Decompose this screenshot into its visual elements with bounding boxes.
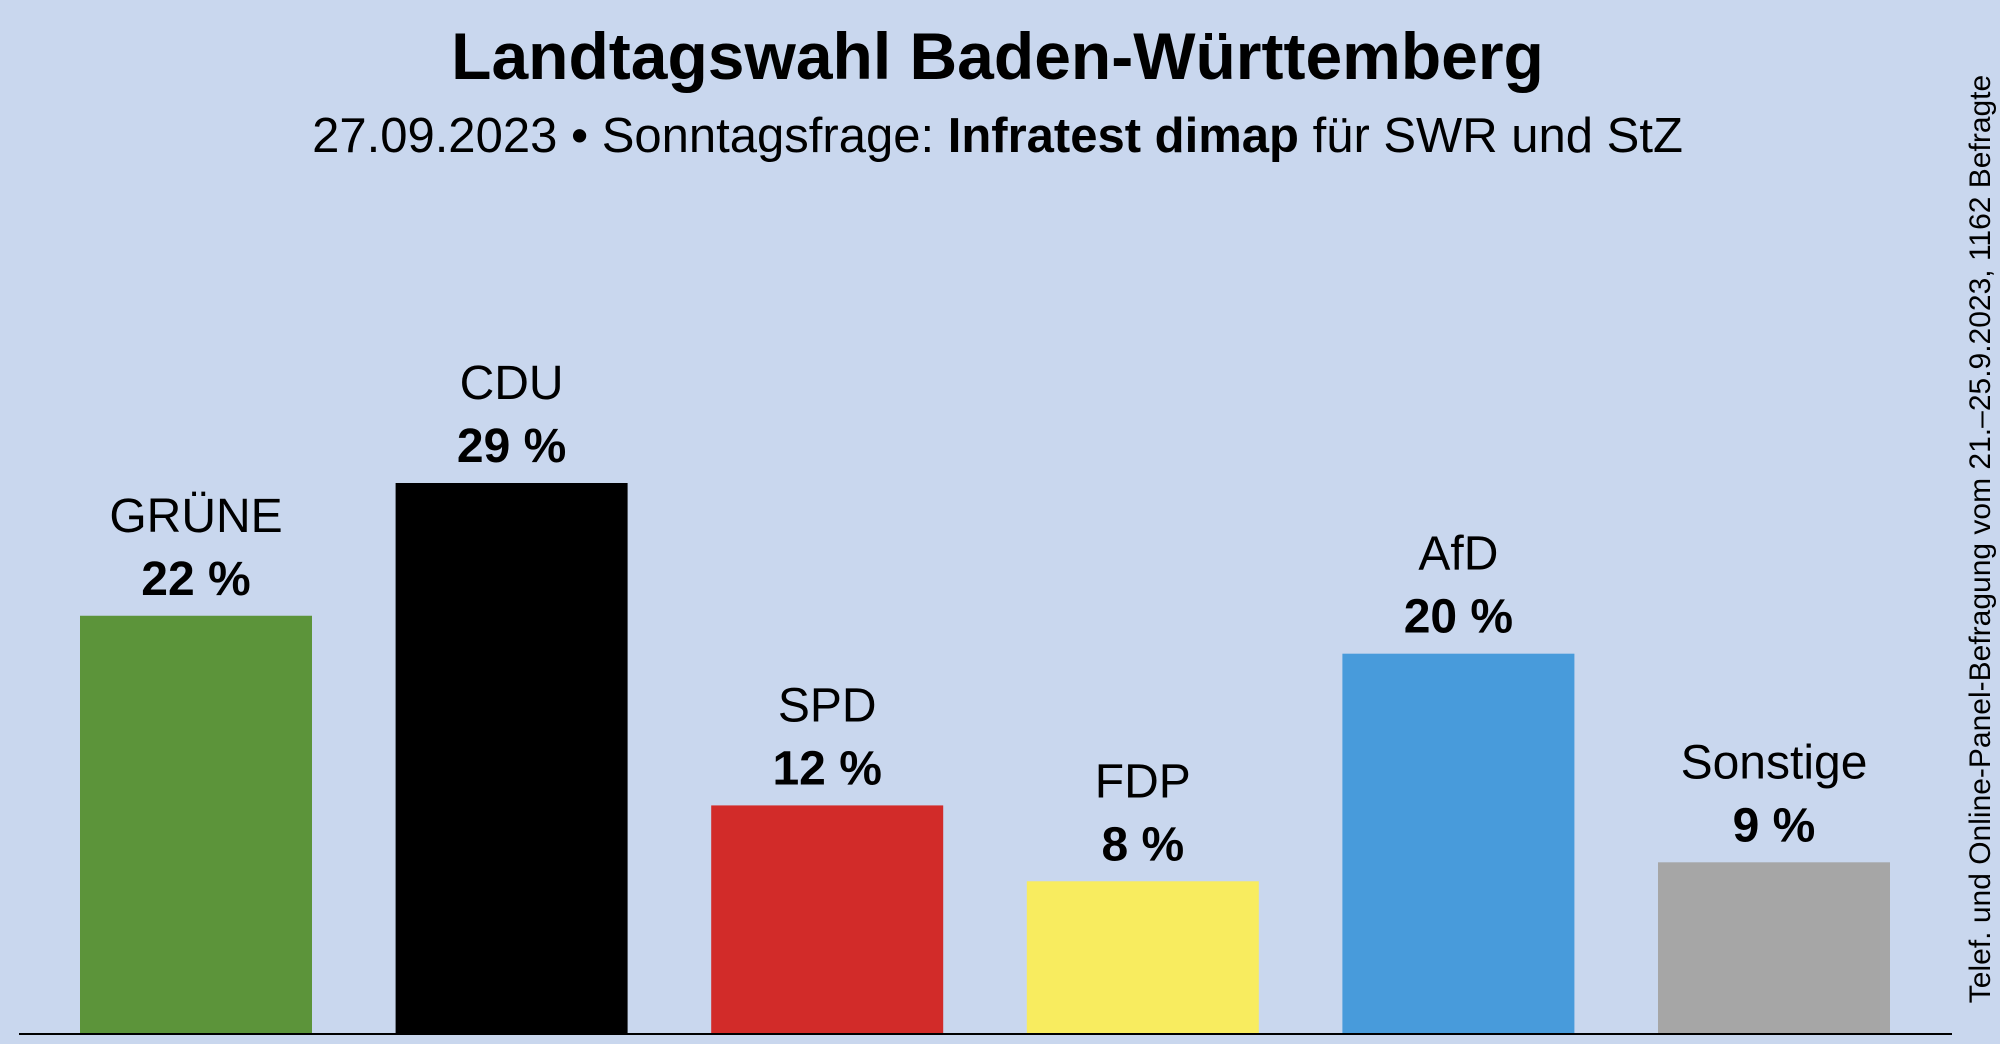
value-label: 9 %	[1733, 799, 1816, 852]
institute: Infratest dimap	[947, 109, 1299, 163]
value-label: 8 %	[1101, 818, 1184, 871]
value-label: 29 %	[457, 420, 566, 473]
chart-subtitle: 27.09.2023 • Sonntagsfrage: Infratest di…	[0, 108, 1995, 164]
bar-grüne	[80, 615, 312, 1033]
bar-afd	[1342, 653, 1575, 1033]
category-label: Sonstige	[1681, 736, 1868, 789]
category-label: SPD	[778, 679, 877, 732]
poll-label: Sonntagsfrage:	[601, 109, 935, 163]
poll-date: 27.09.2023	[312, 109, 558, 163]
bullet: •	[570, 109, 589, 163]
category-label: FDP	[1095, 755, 1191, 808]
value-label: 20 %	[1404, 591, 1513, 644]
chart-title: Landtagswahl Baden-Württemberg	[451, 19, 1544, 93]
value-label: 22 %	[141, 553, 250, 606]
bar-sonstige	[1658, 862, 1890, 1033]
category-label: AfD	[1418, 528, 1498, 581]
client: für SWR und StZ	[1312, 109, 1683, 163]
value-label: 12 %	[772, 742, 881, 795]
category-label: CDU	[460, 357, 564, 410]
bar-fdp	[1026, 881, 1259, 1033]
bar-cdu	[395, 483, 628, 1033]
category-label: GRÜNE	[109, 490, 282, 543]
bar-spd	[711, 805, 944, 1033]
